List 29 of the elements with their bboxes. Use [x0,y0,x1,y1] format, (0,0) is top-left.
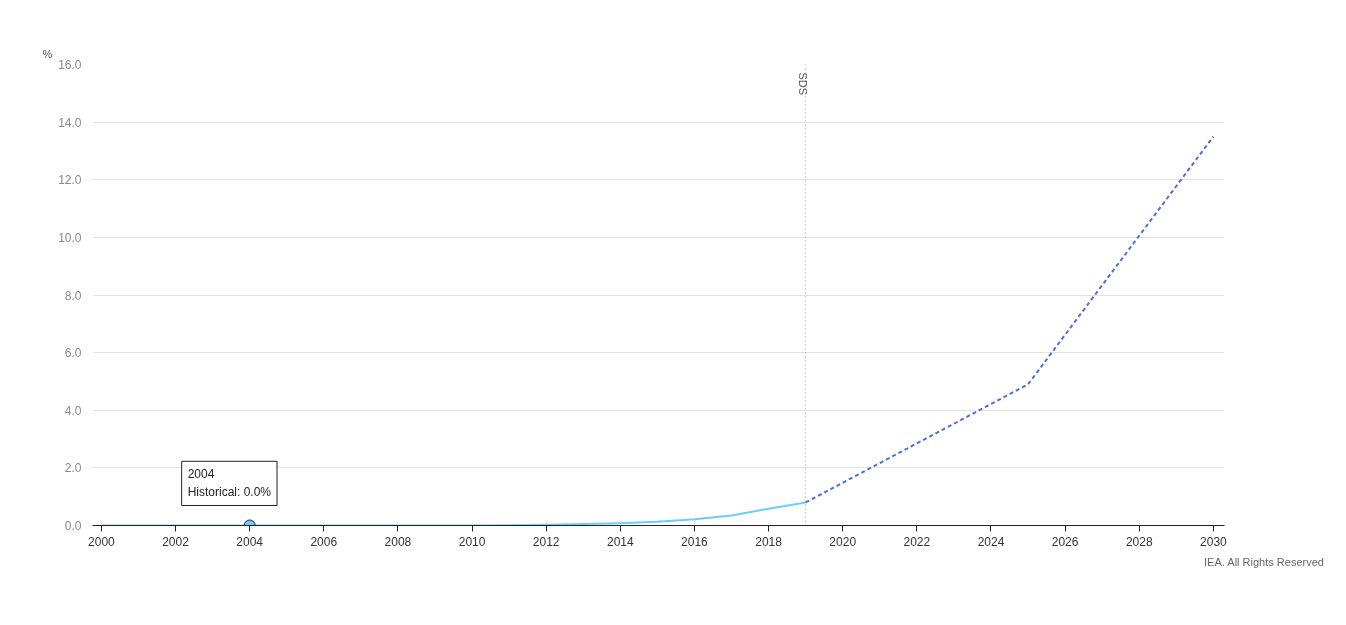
x-tick-label: 2016 [681,534,709,549]
x-tick-label: 2010 [458,534,486,549]
x-tick-label: 2006 [310,534,338,549]
x-tick-label: 2024 [977,534,1005,549]
x-tick-label: 2030 [1200,534,1228,549]
y-tick-label: 2.0 [64,461,82,476]
y-tick-label: 12.0 [58,173,82,188]
y-tick-label: 6.0 [64,346,82,361]
y-tick-label: 8.0 [64,288,82,303]
x-tick-label: 2012 [532,534,560,549]
x-tick-label: 2026 [1051,534,1079,549]
y-tick-label: 10.0 [58,230,82,245]
y-tick-label: 4.0 [64,403,82,418]
x-tick-label: 2008 [384,534,412,549]
x-tick-label: 2018 [755,534,783,549]
annotation: 2004 Historical: 0.0% [187,467,272,500]
x-tick-label: 2028 [1125,534,1153,549]
y-tick-label: 0.0 [64,519,82,533]
x-tick-label: 2004 [236,534,264,549]
x-tick-label: 2020 [829,534,857,549]
x-tick-label: 2022 [903,534,931,549]
x-tick-label: 2014 [606,534,634,549]
y-tick-label: 14.0 [58,115,82,130]
x-tick-label: 2000 [88,534,116,549]
text: IEA. All Rights Reserved [1204,555,1324,568]
y-tick-label: 16.0 [58,58,82,72]
x-tick-label: 2002 [162,534,190,549]
ref-line-label: SDS [796,72,809,96]
y-axis-title: % [42,47,53,60]
